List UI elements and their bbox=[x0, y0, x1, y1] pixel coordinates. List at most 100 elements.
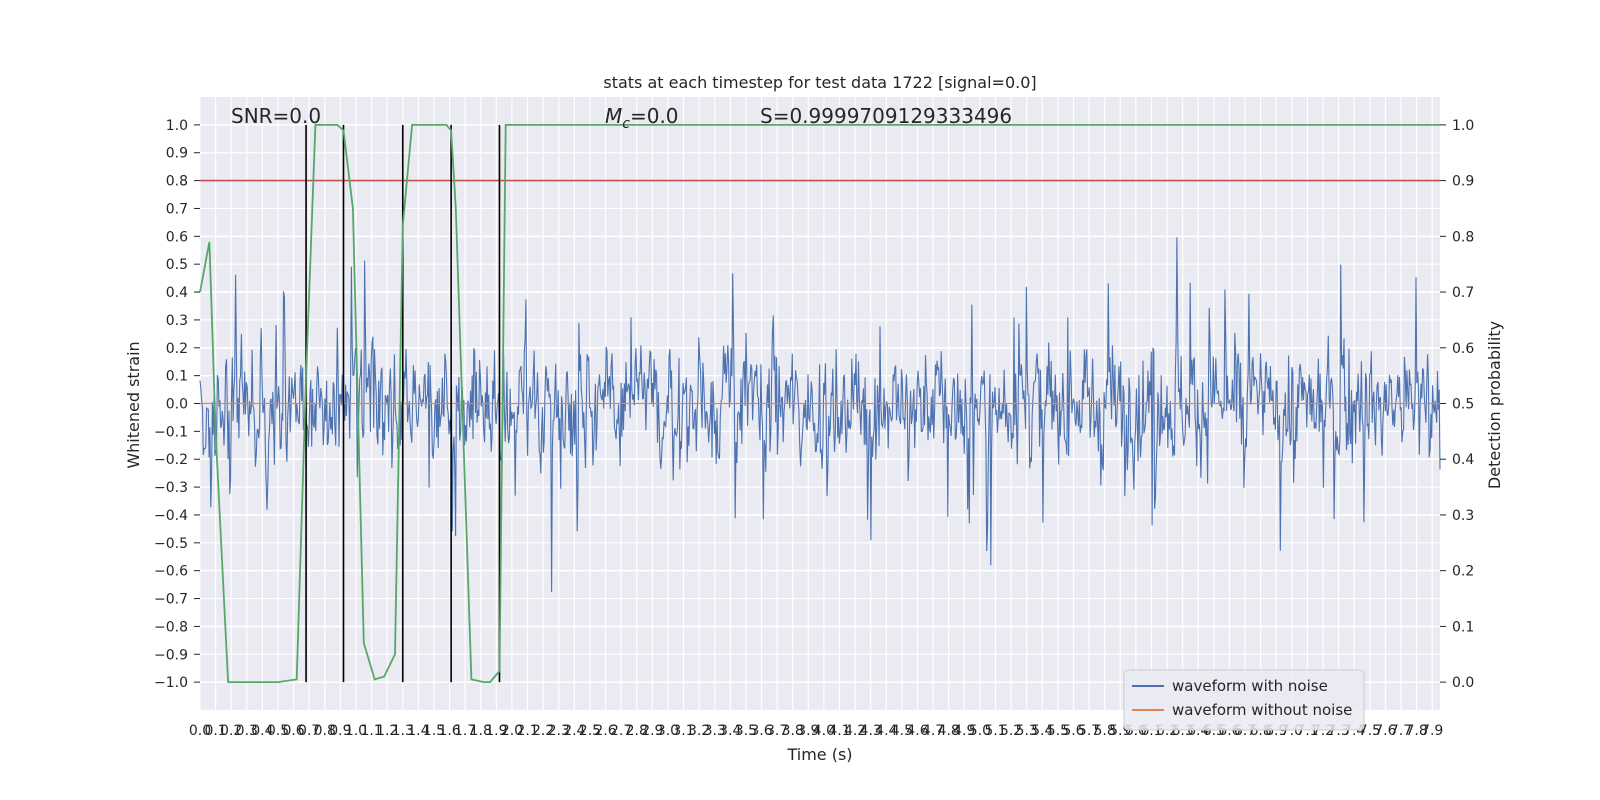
mc-annotation: Mc=0.0 bbox=[605, 104, 679, 132]
y-tick-label: −1.0 bbox=[154, 675, 188, 691]
y-axis-label: Whitened strain bbox=[124, 341, 143, 468]
x-tick-label: 5.6 bbox=[1062, 723, 1084, 739]
x-tick-label: 1.2 bbox=[376, 723, 398, 739]
y-tick-label: −0.2 bbox=[154, 452, 188, 468]
y-tick-label: 0.5 bbox=[166, 257, 188, 273]
x-tick-label: 1.4 bbox=[407, 723, 429, 739]
x-tick-label: 0.3 bbox=[236, 723, 258, 739]
y-tick-label: 0.0 bbox=[166, 397, 188, 413]
x-tick-label: 2.1 bbox=[516, 723, 538, 739]
y-tick-label: 0.4 bbox=[166, 285, 188, 301]
x-tick-label: 3.5 bbox=[735, 723, 757, 739]
y-tick-label: −0.1 bbox=[154, 424, 188, 440]
x-tick-label: 4.5 bbox=[891, 723, 913, 739]
x-tick-label: 4.6 bbox=[906, 723, 928, 739]
x-tick-label: 2.4 bbox=[563, 723, 585, 739]
legend-box bbox=[1123, 669, 1365, 731]
x-tick-label: 5.7 bbox=[1078, 723, 1100, 739]
x-tick-label: 4.7 bbox=[922, 723, 944, 739]
detection-probability-series bbox=[199, 124, 1440, 683]
y-tick-label: 0.1 bbox=[166, 369, 188, 385]
x-tick-label: 3.0 bbox=[657, 723, 679, 739]
snr-annotation: SNR=0.0 bbox=[231, 104, 321, 128]
x-tick-label: 1.0 bbox=[345, 723, 367, 739]
detection-probability-line bbox=[199, 124, 1440, 683]
mc-value: =0.0 bbox=[630, 104, 679, 128]
noise-waveform-line bbox=[199, 237, 1441, 593]
x-tick-label: 1.8 bbox=[470, 723, 492, 739]
y2-tick-label: 0.0 bbox=[1452, 675, 1474, 691]
legend: waveform with noise waveform without noi… bbox=[1123, 669, 1365, 731]
x-tick-label: 1.9 bbox=[485, 723, 507, 739]
x-tick-label: 2.9 bbox=[641, 723, 663, 739]
y-tick-label: −0.6 bbox=[154, 564, 188, 580]
x-tick-label: 5.4 bbox=[1031, 723, 1053, 739]
x-tick-label: 0.0 bbox=[189, 723, 211, 739]
x-tick-label: 4.1 bbox=[828, 723, 850, 739]
x-tick-label: 0.2 bbox=[220, 723, 242, 739]
y2-tick-label: 0.3 bbox=[1452, 508, 1474, 524]
x-tick-label: 4.8 bbox=[938, 723, 960, 739]
x-tick-label: 5.2 bbox=[1000, 723, 1022, 739]
x-tick-label: 4.0 bbox=[813, 723, 835, 739]
x-tick-label: 2.5 bbox=[579, 723, 601, 739]
x-tick-label: 7.8 bbox=[1405, 723, 1427, 739]
legend-label-clean: waveform without noise bbox=[1172, 701, 1352, 719]
x-tick-label: 0.7 bbox=[298, 723, 320, 739]
y-tick-label: −0.3 bbox=[154, 480, 188, 496]
y2-tick-label: 0.6 bbox=[1452, 341, 1474, 357]
y-tick-label: 0.6 bbox=[166, 229, 188, 245]
y-tick-label: −0.4 bbox=[154, 508, 188, 524]
y-tick-label: 0.7 bbox=[166, 201, 188, 217]
y2-tick-label: 0.8 bbox=[1452, 229, 1474, 245]
y-tick-label: −0.7 bbox=[154, 592, 188, 608]
y2-tick-label: 0.5 bbox=[1452, 397, 1474, 413]
x-tick-label: 3.9 bbox=[797, 723, 819, 739]
x-tick-label: 3.7 bbox=[766, 723, 788, 739]
legend-label-noise: waveform with noise bbox=[1172, 677, 1328, 695]
y-tick-label: −0.9 bbox=[154, 647, 188, 663]
x-tick-label: 1.3 bbox=[392, 723, 414, 739]
y2-tick-label: 1.0 bbox=[1452, 118, 1474, 134]
x-tick-label: 2.7 bbox=[610, 723, 632, 739]
y2-tick-label: 0.7 bbox=[1452, 285, 1474, 301]
x-tick-label: 3.3 bbox=[704, 723, 726, 739]
x-tick-label: 0.5 bbox=[267, 723, 289, 739]
y-tick-label: −0.8 bbox=[154, 619, 188, 635]
y2-tick-label: 0.1 bbox=[1452, 619, 1474, 635]
x-tick-label: 2.8 bbox=[626, 723, 648, 739]
y-tick-label: 0.3 bbox=[166, 313, 188, 329]
x-tick-label: 0.1 bbox=[204, 723, 226, 739]
x-tick-label: 3.4 bbox=[719, 723, 741, 739]
x-tick-label: 3.8 bbox=[782, 723, 804, 739]
x-tick-label: 4.2 bbox=[844, 723, 866, 739]
x-tick-label: 3.1 bbox=[672, 723, 694, 739]
x-tick-label: 2.6 bbox=[594, 723, 616, 739]
y2-axis-label: Detection probability bbox=[1485, 321, 1504, 489]
x-tick-label: 4.3 bbox=[860, 723, 882, 739]
x-tick-label: 4.9 bbox=[953, 723, 975, 739]
x-tick-label: 7.6 bbox=[1374, 723, 1396, 739]
x-tick-label: 5.8 bbox=[1094, 723, 1116, 739]
x-tick-label: 4.4 bbox=[875, 723, 897, 739]
x-tick-label: 1.1 bbox=[360, 723, 382, 739]
x-tick-label: 0.4 bbox=[251, 723, 273, 739]
x-tick-label: 0.6 bbox=[282, 723, 304, 739]
x-tick-label: 2.2 bbox=[532, 723, 554, 739]
x-tick-label: 0.9 bbox=[329, 723, 351, 739]
mc-subscript: c bbox=[622, 116, 630, 132]
x-tick-label: 3.6 bbox=[750, 723, 772, 739]
y-tick-label: 0.2 bbox=[166, 341, 188, 357]
mc-symbol: M bbox=[605, 104, 622, 128]
x-tick-label: 3.2 bbox=[688, 723, 710, 739]
y-tick-label: 0.8 bbox=[166, 174, 188, 190]
y-tick-label: −0.5 bbox=[154, 536, 188, 552]
x-tick-label: 1.6 bbox=[438, 723, 460, 739]
x-tick-label: 1.7 bbox=[454, 723, 476, 739]
y-tick-label: 1.0 bbox=[166, 118, 188, 134]
x-tick-label: 2.0 bbox=[501, 723, 523, 739]
x-tick-label: 5.5 bbox=[1047, 723, 1069, 739]
x-tick-label: 5.0 bbox=[969, 723, 991, 739]
x-tick-label: 2.3 bbox=[548, 723, 570, 739]
x-tick-label: 7.7 bbox=[1390, 723, 1412, 739]
